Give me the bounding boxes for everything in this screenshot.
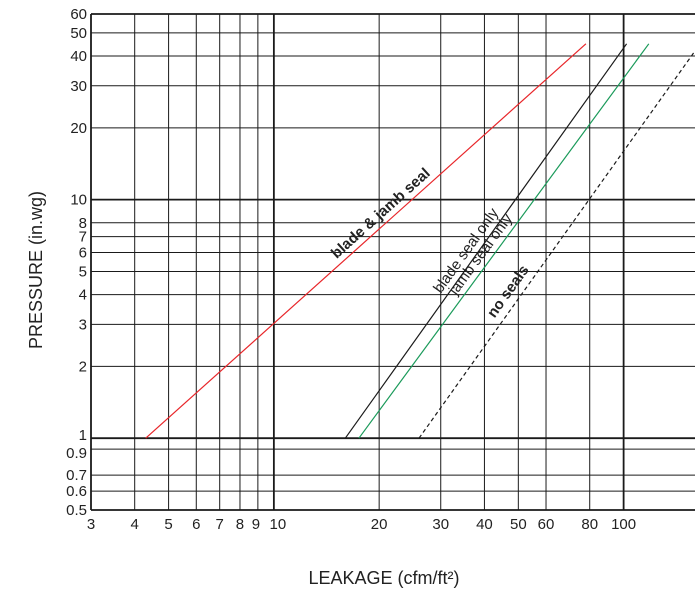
y-tick-label: 4 <box>79 287 87 304</box>
y-tick-label: 0.7 <box>66 467 87 484</box>
x-tick-label: 10 <box>270 516 287 533</box>
y-tick-label: 6 <box>79 245 87 262</box>
x-tick-label: 40 <box>476 516 493 533</box>
y-tick-label: 8 <box>79 215 87 232</box>
plot-frame <box>90 13 695 511</box>
y-tick-label: 50 <box>70 25 87 42</box>
series-line <box>358 43 650 439</box>
series-line <box>145 43 587 439</box>
y-tick-label: 20 <box>70 120 87 137</box>
x-tick-labels: 3 4 5 6 7 8 9 10 20 30 40 50 60 80 100 <box>87 516 636 533</box>
grid-lines <box>90 13 695 511</box>
x-tick-label: 8 <box>236 516 244 533</box>
x-tick-label: 5 <box>164 516 172 533</box>
y-tick-label: 40 <box>70 48 87 65</box>
x-tick-label: 6 <box>192 516 200 533</box>
y-tick-label: 1 <box>79 427 87 444</box>
y-tick-label: 60 <box>70 6 87 23</box>
y-tick-label: 5 <box>79 263 87 280</box>
x-tick-label: 50 <box>510 516 527 533</box>
y-tick-label: 2 <box>79 358 87 375</box>
y-tick-label: 30 <box>70 78 87 95</box>
x-tick-label: 9 <box>252 516 260 533</box>
y-tick-label: 0.5 <box>66 502 87 519</box>
x-tick-label: 60 <box>538 516 555 533</box>
x-tick-label: 30 <box>432 516 449 533</box>
y-tick-label: 7 <box>79 229 87 246</box>
y-tick-label: 0.9 <box>66 445 87 462</box>
series-lines <box>145 43 695 439</box>
x-tick-label: 7 <box>216 516 224 533</box>
y-axis-title: PRESSURE (in.wg) <box>26 191 46 349</box>
y-tick-label: 10 <box>70 192 87 209</box>
x-tick-label: 3 <box>87 516 95 533</box>
series-line <box>418 50 695 439</box>
x-tick-label: 4 <box>131 516 139 533</box>
y-tick-label: 3 <box>79 316 87 333</box>
x-tick-label: 20 <box>371 516 388 533</box>
series-label: blade & jamb seal <box>328 165 434 262</box>
x-tick-label: 100 <box>611 516 636 533</box>
x-axis-title: LEAKAGE (cfm/ft²) <box>308 568 459 588</box>
x-tick-label: 80 <box>581 516 598 533</box>
series-line <box>344 43 628 439</box>
y-tick-label: 0.6 <box>66 483 87 500</box>
